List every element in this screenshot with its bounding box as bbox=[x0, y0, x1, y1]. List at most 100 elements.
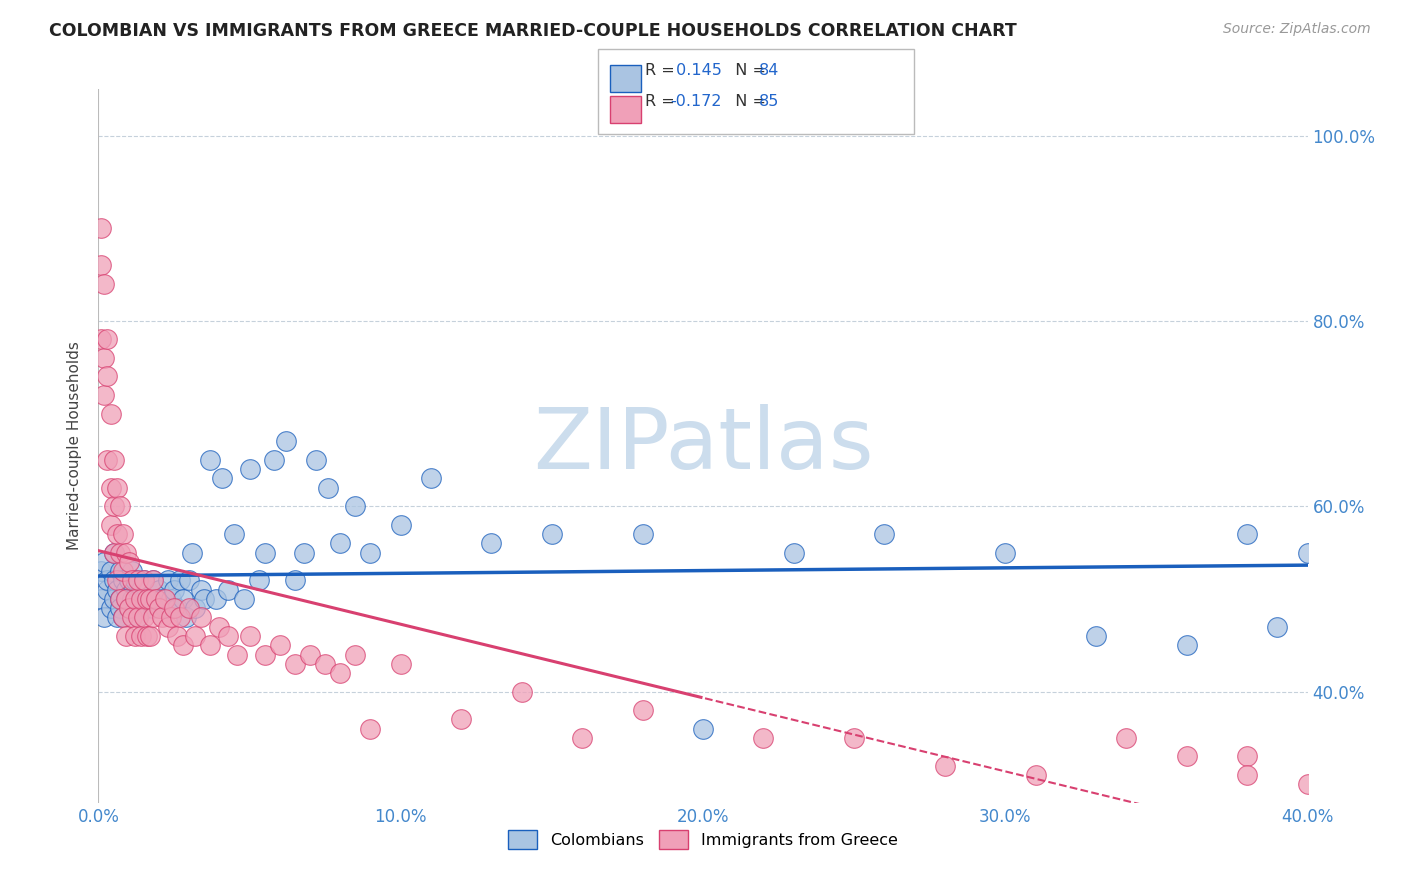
Point bbox=[314, 657, 336, 671]
Point bbox=[217, 582, 239, 597]
Point bbox=[420, 471, 443, 485]
Point bbox=[269, 638, 291, 652]
Point bbox=[163, 582, 186, 597]
Point bbox=[247, 574, 270, 588]
Point bbox=[184, 601, 207, 615]
Point bbox=[1175, 749, 1198, 764]
Point bbox=[93, 555, 115, 569]
Point bbox=[200, 453, 222, 467]
Point bbox=[132, 610, 155, 624]
Point bbox=[118, 555, 141, 569]
Point bbox=[135, 582, 157, 597]
Point bbox=[96, 574, 118, 588]
Point bbox=[103, 591, 125, 606]
Point bbox=[253, 648, 276, 662]
Point bbox=[263, 453, 285, 467]
Point bbox=[105, 610, 128, 624]
Text: COLOMBIAN VS IMMIGRANTS FROM GREECE MARRIED-COUPLE HOUSEHOLDS CORRELATION CHART: COLOMBIAN VS IMMIGRANTS FROM GREECE MARR… bbox=[49, 22, 1017, 40]
Point bbox=[139, 591, 162, 606]
Point bbox=[145, 591, 167, 606]
Point bbox=[226, 648, 249, 662]
Point bbox=[156, 574, 179, 588]
Point bbox=[96, 369, 118, 384]
Text: R =: R = bbox=[645, 94, 681, 109]
Point bbox=[284, 574, 307, 588]
Point bbox=[124, 629, 146, 643]
Point bbox=[305, 453, 328, 467]
Y-axis label: Married-couple Households: Married-couple Households bbox=[67, 342, 83, 550]
Point bbox=[129, 582, 152, 597]
Point bbox=[692, 722, 714, 736]
Point bbox=[108, 500, 131, 514]
Point bbox=[142, 574, 165, 588]
Point bbox=[571, 731, 593, 745]
Point bbox=[132, 574, 155, 588]
Point bbox=[142, 601, 165, 615]
Point bbox=[103, 545, 125, 559]
Point bbox=[111, 527, 134, 541]
Text: Source: ZipAtlas.com: Source: ZipAtlas.com bbox=[1223, 22, 1371, 37]
Point bbox=[108, 601, 131, 615]
Point bbox=[129, 591, 152, 606]
Point bbox=[150, 591, 173, 606]
Text: 84: 84 bbox=[759, 63, 779, 78]
Point bbox=[121, 574, 143, 588]
Point bbox=[105, 574, 128, 588]
Point bbox=[111, 574, 134, 588]
Point bbox=[160, 591, 183, 606]
Point bbox=[90, 221, 112, 235]
Point bbox=[344, 500, 367, 514]
Point bbox=[93, 277, 115, 291]
Point bbox=[344, 648, 367, 662]
Point bbox=[631, 527, 654, 541]
Point bbox=[284, 657, 307, 671]
Point bbox=[179, 574, 201, 588]
Point bbox=[127, 591, 149, 606]
Point bbox=[752, 731, 775, 745]
Point bbox=[329, 666, 352, 681]
Point bbox=[105, 582, 128, 597]
Point bbox=[118, 601, 141, 615]
Point bbox=[450, 712, 472, 726]
Point bbox=[108, 545, 131, 559]
Point bbox=[111, 610, 134, 624]
Text: N =: N = bbox=[725, 94, 772, 109]
Point bbox=[190, 582, 212, 597]
Point bbox=[118, 574, 141, 588]
Point bbox=[93, 351, 115, 365]
Point bbox=[193, 591, 215, 606]
Point bbox=[108, 591, 131, 606]
Legend: Colombians, Immigrants from Greece: Colombians, Immigrants from Greece bbox=[502, 823, 904, 855]
Point bbox=[190, 610, 212, 624]
Point bbox=[873, 527, 896, 541]
Point bbox=[103, 545, 125, 559]
Point bbox=[124, 591, 146, 606]
Point bbox=[166, 601, 188, 615]
Point bbox=[108, 591, 131, 606]
Point bbox=[148, 601, 170, 615]
Point bbox=[239, 629, 262, 643]
Point bbox=[90, 258, 112, 272]
Point bbox=[208, 620, 231, 634]
Point bbox=[360, 722, 382, 736]
Point bbox=[481, 536, 503, 550]
Point bbox=[1267, 620, 1289, 634]
Point bbox=[148, 582, 170, 597]
Point bbox=[132, 591, 155, 606]
Point bbox=[292, 545, 315, 559]
Point bbox=[135, 629, 157, 643]
Point bbox=[1236, 527, 1258, 541]
Point bbox=[153, 601, 176, 615]
Point bbox=[139, 629, 162, 643]
Point bbox=[783, 545, 806, 559]
Point bbox=[114, 591, 136, 606]
Point bbox=[100, 517, 122, 532]
Point bbox=[90, 564, 112, 578]
Text: R =: R = bbox=[645, 63, 681, 78]
Point bbox=[100, 564, 122, 578]
Text: ZIPatlas: ZIPatlas bbox=[533, 404, 873, 488]
Point bbox=[145, 591, 167, 606]
Text: N =: N = bbox=[725, 63, 772, 78]
Point bbox=[93, 610, 115, 624]
Point bbox=[163, 601, 186, 615]
